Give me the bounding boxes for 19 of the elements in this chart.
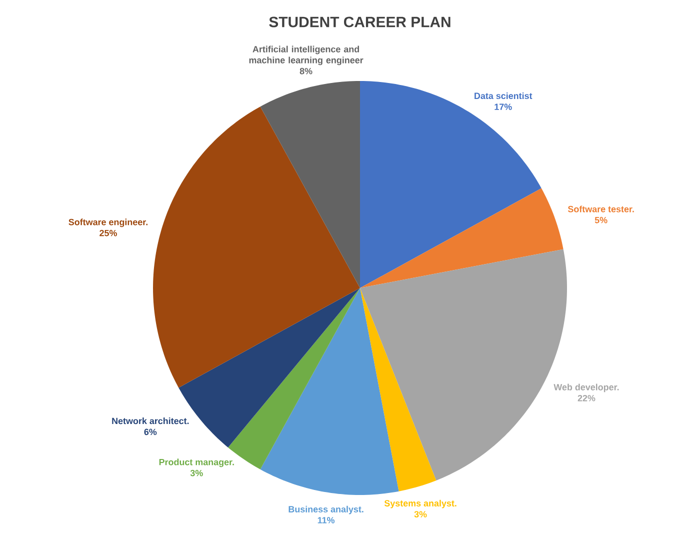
data-label: 3% — [190, 470, 203, 476]
data-label: 11% — [318, 517, 335, 524]
slice-label: Network architect. — [112, 418, 189, 424]
data-label: 5% — [594, 216, 608, 224]
data-label: 17% — [494, 104, 512, 110]
slice-label: Systems analyst. — [384, 500, 456, 508]
data-label: 8% — [300, 68, 312, 74]
data-label: 22% — [578, 394, 596, 402]
data-label: 3% — [414, 511, 427, 518]
chart-title: STUDENT CAREER PLAN — [269, 16, 450, 28]
slice-label: Software engineer. — [68, 218, 148, 228]
data-label: 6% — [144, 428, 157, 436]
slice-label: Data scientist — [474, 92, 532, 100]
slice-label: Software tester. — [568, 206, 634, 212]
slice-label: Product manager. — [159, 458, 234, 468]
data-label: 25% — [100, 230, 117, 236]
slice-label: Business analyst. — [288, 506, 364, 514]
slice-label: Artificial intelligence and machine learning engineer — [249, 46, 364, 66]
slice-label: Web developer. — [554, 384, 619, 392]
